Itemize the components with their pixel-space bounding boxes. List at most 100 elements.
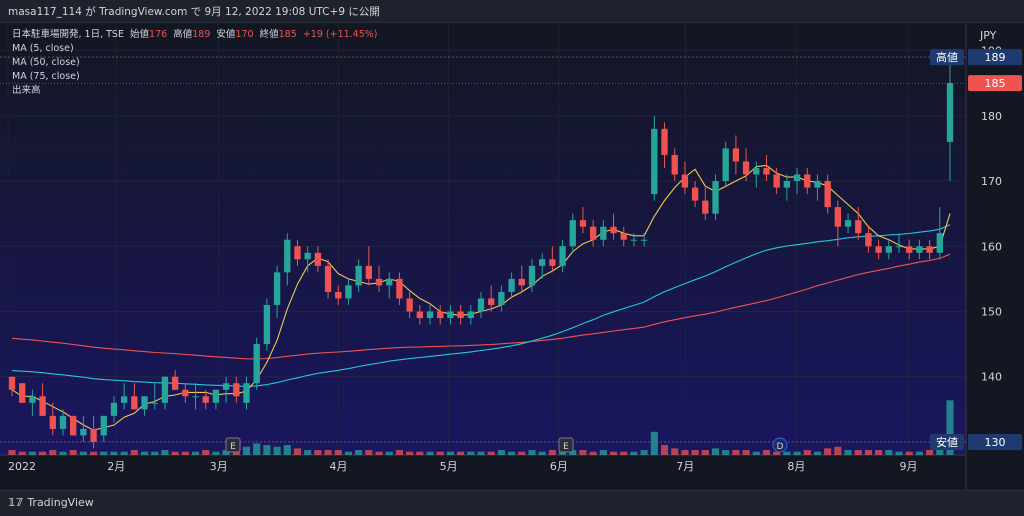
volume-bar	[436, 451, 444, 455]
candle-body	[885, 246, 892, 253]
volume-bar	[293, 448, 302, 455]
volume-bar	[518, 451, 526, 455]
candle-body	[355, 265, 362, 286]
candle-body	[824, 181, 831, 208]
y-tick-label: 150	[981, 305, 1002, 318]
volume-bar	[375, 451, 383, 455]
x-tick-label: 3月	[210, 460, 228, 473]
volume-bar	[813, 451, 822, 455]
volume-bar	[426, 451, 434, 455]
volume-bar	[365, 450, 373, 455]
candle-body	[630, 239, 638, 241]
volume-bar	[946, 400, 954, 455]
candle-body	[539, 259, 546, 266]
volume-bar	[100, 451, 108, 455]
high-price-label: 189	[985, 51, 1006, 64]
candle-body	[437, 311, 444, 319]
legend-ma50[interactable]: MA (50, close)	[12, 57, 80, 68]
volume-bar	[467, 451, 475, 455]
volume-bar	[640, 450, 648, 455]
event-badge-label: D	[777, 442, 784, 452]
candle-body	[814, 181, 821, 188]
volume-bar	[487, 451, 495, 455]
candle-body	[732, 148, 740, 162]
volume-bar	[599, 450, 607, 455]
volume-bar	[508, 451, 516, 455]
volume-bar	[49, 450, 57, 455]
legend-symbol: 日本駐車場開発, 1日, TSE	[12, 29, 124, 40]
candle-body	[467, 311, 474, 319]
candle-body	[110, 402, 118, 416]
candle-body	[508, 278, 515, 292]
candle-body	[579, 220, 587, 227]
legend-ma75[interactable]: MA (75, close)	[12, 71, 80, 82]
candle-body	[651, 128, 658, 195]
candle-body	[855, 220, 862, 234]
candle-body	[70, 415, 77, 436]
volume-bar	[681, 450, 689, 455]
tradingview-logo[interactable]: 𝟙𝟟 TradingView	[8, 496, 94, 509]
legend-close-label: 終値	[259, 29, 279, 40]
candle-body	[610, 226, 617, 234]
volume-bar	[28, 451, 36, 455]
volume-bar	[936, 448, 944, 455]
candle-body	[488, 298, 495, 305]
tradingview-brand: TradingView	[27, 496, 94, 509]
volume-bar	[762, 450, 771, 455]
candle-body	[844, 220, 852, 227]
high-tag: 高値	[936, 50, 958, 64]
candle-body	[335, 291, 342, 299]
volume-bar	[151, 451, 159, 455]
volume-bar	[457, 451, 465, 455]
volume-bar	[742, 450, 750, 455]
candle-body	[742, 161, 750, 175]
volume-bar	[89, 451, 98, 455]
volume-bar	[283, 445, 291, 455]
chart-area[interactable]: 130140150160170180190JPY20222月3月4月5月6月7月…	[0, 23, 1024, 490]
candle-body	[600, 226, 607, 240]
volume-bar	[609, 451, 618, 455]
volume-bar	[844, 450, 852, 455]
candle-body	[100, 415, 107, 436]
y-tick-label: 160	[981, 240, 1002, 253]
candle-body	[80, 428, 87, 436]
candle-body	[793, 174, 801, 182]
high-tag-bg	[930, 49, 964, 66]
volume-bar	[569, 450, 577, 455]
volume-bar	[140, 451, 149, 455]
candle-body	[498, 291, 505, 305]
candle-body	[141, 396, 148, 410]
volume-bar	[711, 448, 720, 455]
low-price-label-bg	[968, 433, 1022, 450]
candle-body	[528, 265, 536, 286]
volume-bar	[477, 451, 485, 455]
candle-body	[29, 396, 36, 403]
volume-bar	[416, 451, 424, 455]
volume-bar	[324, 450, 332, 455]
candle-body	[722, 148, 729, 182]
volume-bar	[854, 450, 862, 455]
candle-body	[192, 396, 199, 398]
candle-body	[386, 278, 393, 286]
legend-change: +19 (+11.45%)	[302, 29, 378, 40]
volume-bar	[773, 451, 781, 455]
volume-bar	[803, 450, 811, 455]
volume-bar	[660, 445, 669, 455]
candle-body	[569, 220, 576, 247]
low-price-label: 130	[985, 436, 1006, 449]
candle-body	[151, 402, 158, 404]
candle-body	[834, 207, 842, 227]
legend-volume[interactable]: 出来高	[12, 85, 41, 96]
candle-body	[783, 181, 791, 188]
legend-ohlc-row: 日本駐車場開発, 1日, TSE 始値176 高値189 安値170 終値185…	[12, 28, 378, 42]
candle-body	[691, 187, 699, 201]
volume-bar	[304, 450, 312, 455]
price-chart[interactable]: 130140150160170180190JPY20222月3月4月5月6月7月…	[0, 23, 1024, 490]
candle-body	[59, 415, 67, 429]
candle-body	[773, 174, 780, 188]
legend-ma5[interactable]: MA (5, close)	[12, 43, 74, 54]
y-tick-label: 180	[981, 110, 1002, 123]
volume-bar	[558, 450, 567, 455]
volume-bar	[548, 450, 556, 455]
volume-bar	[701, 450, 709, 455]
